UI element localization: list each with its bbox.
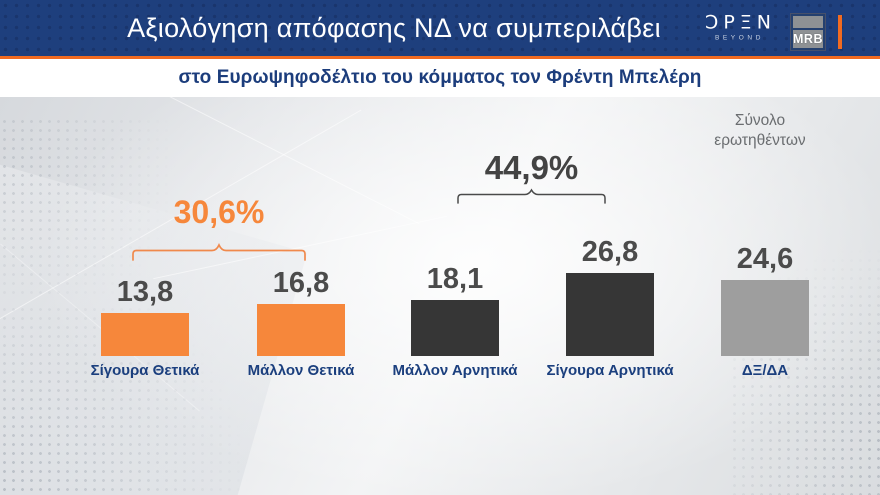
- mrb-logo-label: MRB: [793, 30, 823, 48]
- bar: [566, 272, 654, 356]
- bar: [257, 303, 345, 356]
- bar-group: 24,6 ΔΞ/ΔΑ: [695, 242, 835, 380]
- orange-divider: [0, 56, 880, 59]
- bar-category-label: Μάλλον Αρνητικά: [392, 362, 518, 379]
- bar-category-label: Σίγουρα Αρνητικά: [546, 362, 674, 379]
- open-logo-subtext: BEYOND: [714, 34, 764, 42]
- open-logo-text: ƆPΞN: [704, 11, 776, 34]
- mrb-logo-top-block: [793, 16, 823, 28]
- open-tv-logo: ƆPΞN BEYOND: [700, 12, 776, 41]
- bar-group: 13,8 Σίγουρα Θετικά: [75, 278, 215, 380]
- bar-value: 26,8: [581, 235, 639, 268]
- respondents-note-line1: Σύνολο: [734, 112, 786, 129]
- mrb-logo: MRB: [790, 13, 826, 51]
- group-bracket-positive: [132, 242, 306, 261]
- bar: [101, 313, 189, 356]
- bar: [411, 299, 499, 356]
- group-total-negative: 44,9%: [484, 149, 579, 186]
- page-title: Αξιολόγηση απόφασης ΝΔ να συμπεριλάβει: [127, 13, 661, 43]
- respondents-note-line2: ερωτηθέντων: [714, 132, 806, 150]
- group-bracket-negative: [457, 188, 606, 204]
- bar-group: 16,8 Μάλλον Θετικά: [231, 266, 371, 380]
- bar-category-label: Μάλλον Θετικά: [247, 362, 355, 379]
- bar-value: 24,6: [736, 242, 794, 275]
- bar-category-label: Σίγουρα Θετικά: [90, 362, 200, 379]
- subtitle-strip: στο Ευρωψηφοδέλτιο του κόμματος τον Φρέν…: [0, 59, 880, 97]
- bar-group: 26,8 Σίγουρα Αρνητικά: [540, 235, 680, 380]
- header-bar: Αξιολόγηση απόφασης ΝΔ να συμπεριλάβει Ɔ…: [0, 0, 880, 56]
- header-accent-bar: [838, 15, 842, 49]
- bar-value: 13,8: [116, 276, 174, 309]
- bar-group: 18,1 Μάλλον Αρνητικά: [385, 262, 525, 380]
- bar-value: 16,8: [272, 266, 330, 299]
- bar-chart: Σύνολο ερωτηθέντων 30,6% 44,9% 13,8 Σίγου…: [0, 97, 880, 495]
- bar: [721, 279, 809, 356]
- bar-value: 18,1: [426, 262, 484, 295]
- page-subtitle: στο Ευρωψηφοδέλτιο του κόμματος τον Φρέν…: [178, 67, 702, 88]
- group-total-positive: 30,6%: [173, 194, 265, 230]
- respondents-note: Σύνολο ερωτηθέντων: [680, 111, 840, 151]
- halftone-dots-top-left: [0, 117, 200, 297]
- bar-category-label: ΔΞ/ΔΑ: [741, 362, 789, 379]
